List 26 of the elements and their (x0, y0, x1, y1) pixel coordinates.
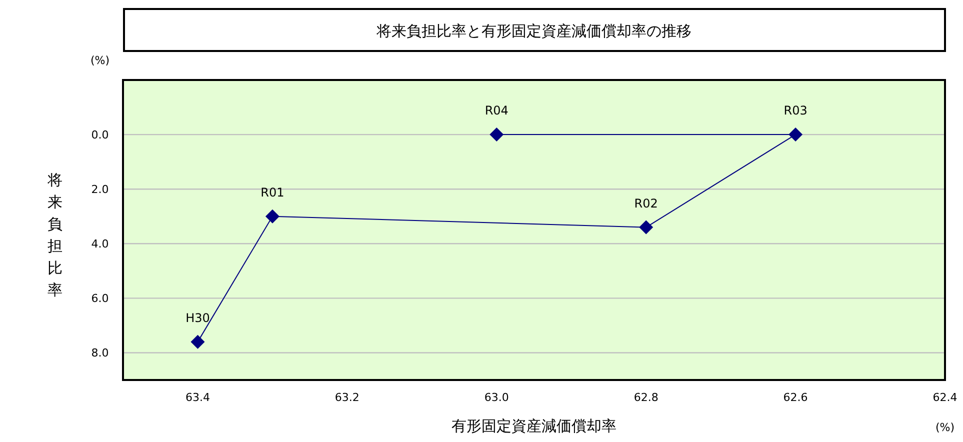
point (788, 128, 803, 142)
x-tick-label: 62.6 (783, 391, 808, 404)
text: (%) (90, 54, 110, 67)
point (490, 128, 504, 142)
y-tick-label: 6.0 (91, 292, 109, 306)
x-tick-label: 63.4 (185, 391, 210, 404)
annotation: R01 (260, 185, 284, 200)
y-tick-label: 0.0 (91, 128, 109, 142)
y-tick-label: 8.0 (91, 346, 109, 360)
y-tick-label: 2.0 (91, 183, 109, 196)
x-axis-title: 有形固定資産減価償却率 (452, 417, 616, 435)
point (639, 220, 654, 234)
annotation: R03 (784, 104, 808, 118)
x-tick-label: 62.8 (634, 391, 658, 404)
y-axis-title: 将来負担比率 (46, 171, 62, 299)
x-tick-label: 63.2 (334, 391, 360, 404)
point (265, 209, 280, 224)
x-tick-label: 63.0 (484, 391, 509, 404)
annotation: R04 (484, 104, 508, 118)
annotation: R02 (634, 196, 658, 210)
chart-title: 将来負担比率と有形固定資産減価償却率の推移 (376, 22, 692, 40)
text: (%) (935, 421, 955, 434)
annotation: H30 (186, 310, 210, 325)
x-tick-label: 62.4 (932, 391, 958, 404)
y-tick-label: 4.0 (91, 238, 109, 251)
point (190, 334, 205, 349)
